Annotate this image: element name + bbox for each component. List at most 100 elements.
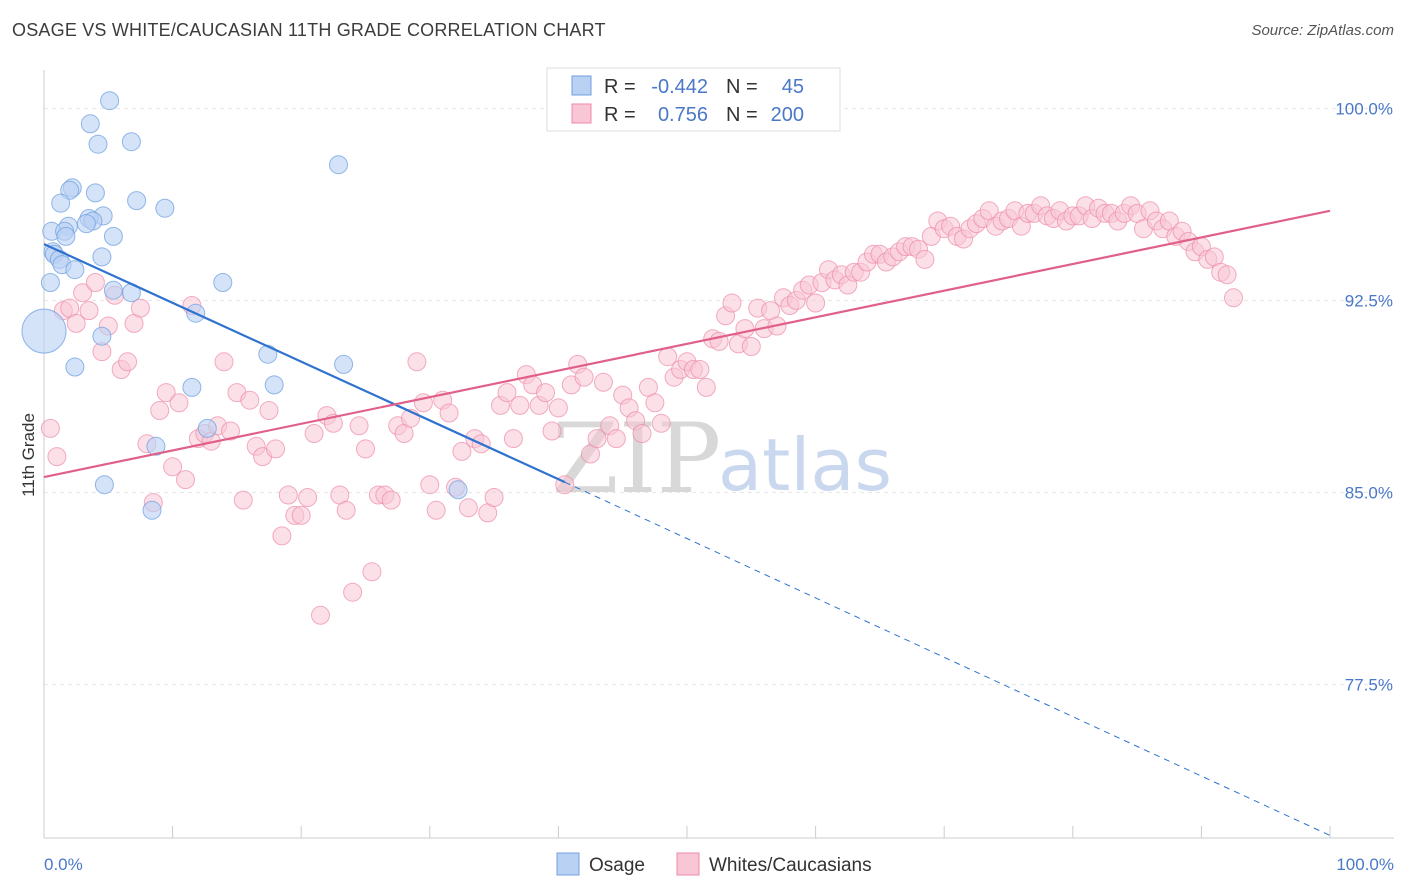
osage-point (80, 114, 100, 134)
y-axis-label: 11th Grade (19, 413, 38, 497)
osage-point (88, 134, 108, 154)
osage-point (85, 183, 105, 203)
osage-point (448, 480, 468, 500)
bottom-legend: Osage Whites/Caucasians (556, 852, 872, 876)
white-caucasian-point (722, 293, 742, 313)
white-caucasian-point (356, 439, 375, 459)
white-caucasian-point (696, 377, 716, 397)
bottom-legend-swatch-white (676, 852, 700, 876)
top-legend: R = -0.442 N = 45 R = 0.756 N = 200 (546, 67, 841, 132)
white-caucasian-point (587, 429, 607, 449)
osage-point (197, 418, 217, 438)
white-caucasian-point (311, 605, 330, 625)
white-caucasian-point (407, 352, 427, 372)
osage-trend-extension (564, 481, 1331, 836)
osage-point (40, 273, 60, 292)
axes (43, 70, 1394, 839)
chart-title: OSAGE VS WHITE/CAUCASIAN 11TH GRADE CORR… (12, 20, 606, 40)
legend-n-value-white: 200 (771, 104, 804, 126)
white-caucasian-point (606, 429, 626, 449)
x-tick-label-min: 0.0% (44, 855, 83, 874)
legend-r-value-osage: -0.442 (651, 76, 708, 98)
white-caucasian-point (349, 416, 369, 436)
white-caucasian-point (343, 582, 363, 602)
white-caucasian-point (240, 390, 260, 410)
osage-point (155, 198, 175, 218)
white-caucasian-point (66, 313, 86, 333)
white-caucasian-point (806, 293, 826, 313)
osage-point (142, 500, 162, 520)
white-caucasian-point (645, 393, 665, 413)
legend-r-label-osage: R = (604, 76, 636, 98)
white-caucasian-point (176, 470, 195, 490)
osage-trend-line (43, 243, 566, 484)
white-caucasian-point (548, 398, 568, 418)
white-caucasian-point (214, 352, 234, 372)
legend-r-value-white: 0.756 (658, 104, 708, 126)
white-caucasian-trend-line (43, 209, 1331, 479)
osage-point (146, 436, 166, 456)
osage-point (264, 375, 284, 395)
white-caucasian-point (484, 488, 504, 507)
bottom-legend-swatch-osage (556, 852, 580, 876)
x-tick-label-max: 100.0% (1336, 855, 1394, 874)
y-tick-label: 100.0% (1335, 99, 1393, 118)
white-caucasian-point (221, 421, 240, 441)
white-caucasian-point (651, 413, 671, 433)
osage-point (127, 191, 147, 211)
white-caucasian-point (163, 457, 183, 477)
white-caucasian-point (536, 383, 555, 403)
white-caucasian-point (1217, 265, 1237, 285)
white-caucasian-point (439, 403, 459, 423)
white-caucasian-point (156, 383, 176, 403)
osage-point (329, 155, 348, 175)
source-credit: Source: ZipAtlas.com (1251, 22, 1394, 39)
osage-point (94, 475, 114, 495)
y-tick-labels: 77.5% 85.0% 92.5% 100.0% (1335, 99, 1393, 694)
white-caucasian-point (510, 395, 530, 415)
white-caucasian-point (741, 337, 761, 356)
white-caucasian-point (150, 401, 170, 420)
osage-point (182, 377, 202, 397)
white-caucasian-point (426, 500, 446, 520)
white-caucasian-point (266, 439, 285, 459)
legend-n-value-osage: 45 (782, 76, 804, 98)
white-caucasian-point (690, 360, 710, 379)
white-caucasian-point (735, 319, 755, 339)
watermark-atlas: atlas (718, 423, 892, 507)
osage-point (103, 280, 123, 300)
white-caucasian-point (79, 301, 99, 321)
legend-swatch-white (571, 103, 592, 124)
white-caucasian-point (381, 490, 401, 510)
white-caucasian-point (420, 475, 440, 495)
white-caucasian-point (1224, 288, 1243, 308)
white-caucasian-point (304, 424, 324, 443)
bottom-legend-label-osage: Osage (589, 855, 645, 876)
legend-n-label-white: N = (726, 104, 758, 126)
white-caucasian-point (259, 401, 279, 420)
white-caucasian-point (574, 367, 594, 387)
trend-lines (43, 209, 1331, 836)
y-tick-label: 85.0% (1345, 483, 1393, 502)
bottom-legend-label-white: Whites/Caucasians (709, 855, 872, 876)
osage-point (92, 326, 112, 346)
white-caucasian-point (272, 526, 292, 546)
white-caucasian-point (47, 447, 67, 467)
white-caucasian-point (118, 352, 138, 372)
white-caucasian-point (130, 298, 150, 318)
osage-point (92, 247, 112, 267)
y-tick-label: 77.5% (1345, 675, 1393, 694)
white-caucasian-point (298, 488, 318, 507)
white-caucasian-point (291, 505, 311, 525)
white-caucasian-point (278, 485, 298, 505)
white-caucasian-point (85, 273, 105, 292)
osage-point (21, 308, 67, 354)
osage-point (213, 273, 233, 292)
white-caucasian-point (503, 429, 523, 449)
white-caucasian-point (497, 383, 517, 403)
white-caucasian-point (362, 562, 382, 582)
white-caucasian-points (40, 196, 1243, 625)
osage-point (334, 354, 354, 374)
white-caucasian-point (336, 500, 356, 520)
